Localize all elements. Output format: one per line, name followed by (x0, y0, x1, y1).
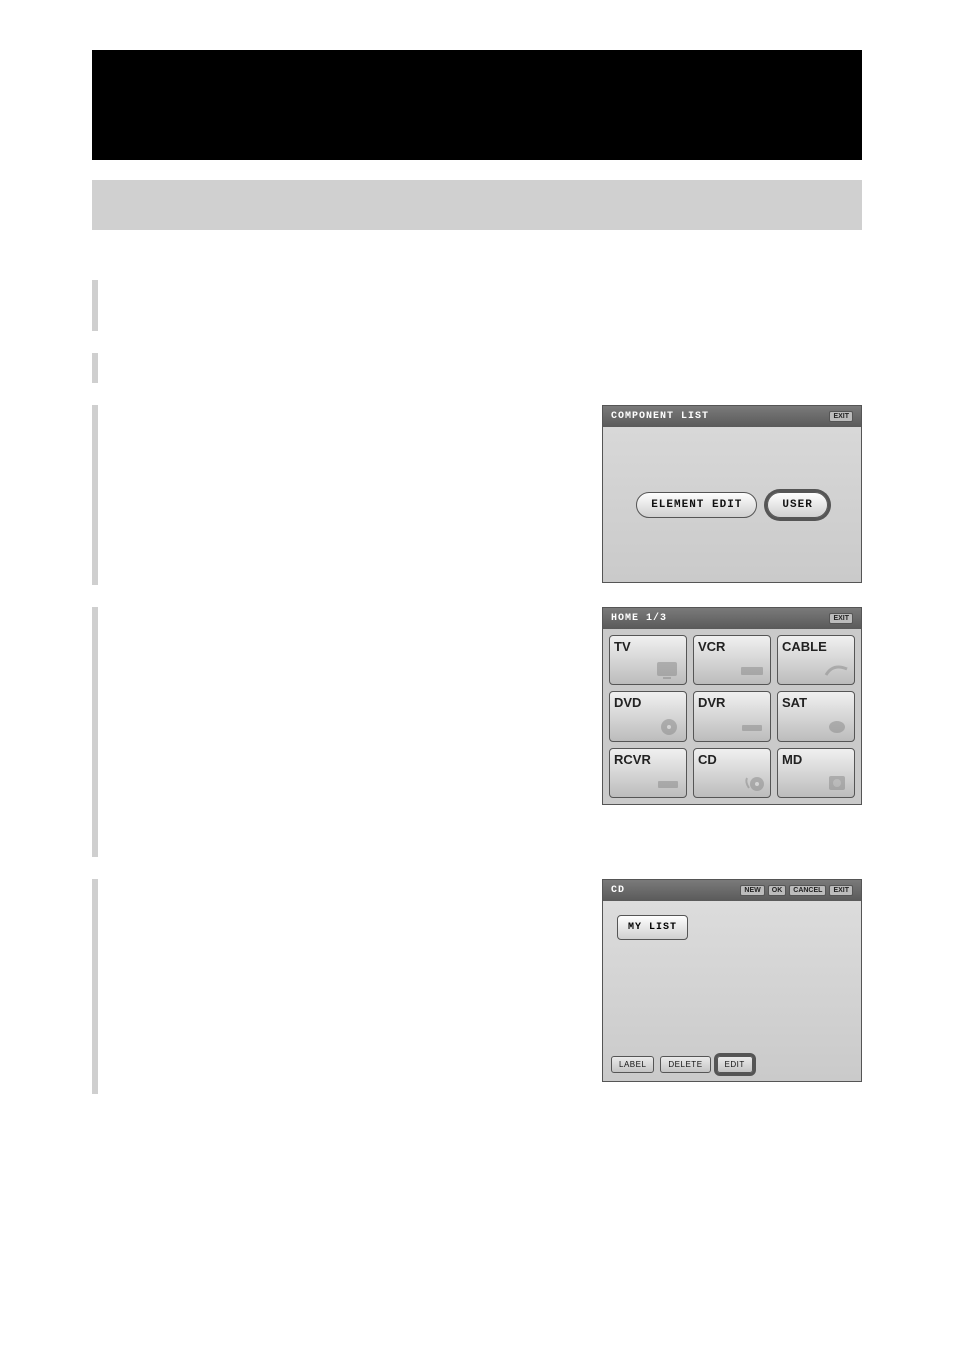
cd-header: CD NEW OK CANCEL EXIT (603, 880, 861, 901)
device-label: SAT (782, 695, 807, 710)
device-label: VCR (698, 639, 725, 654)
device-label: CABLE (782, 639, 827, 654)
rcvr-icon (655, 772, 683, 794)
component-list-panel: COMPONENT LIST EXIT ELEMENT EDIT USER (602, 405, 862, 583)
vcr-icon (739, 659, 767, 681)
step-5-text: placeholder instruction text aligned wit… (118, 879, 602, 924)
user-button[interactable]: USER (767, 492, 827, 518)
cd-body: MY LIST LABEL DELETE EDIT (603, 901, 861, 1081)
cable-icon (823, 659, 851, 681)
device-tile-cable[interactable]: CABLE (777, 635, 855, 685)
component-list-title: COMPONENT LIST (611, 411, 709, 422)
step-3-text: placeholder instruction text aligned wit… (118, 405, 602, 450)
device-tile-tv[interactable]: TV (609, 635, 687, 685)
step-row-2: placeholder line of instruction text for… (92, 353, 862, 383)
device-tile-md[interactable]: MD (777, 748, 855, 798)
step-bar (92, 607, 98, 857)
device-tile-rcvr[interactable]: RCVR (609, 748, 687, 798)
edit-button[interactable]: EDIT (717, 1056, 753, 1073)
header-black-bar (92, 50, 862, 160)
exit-button[interactable]: EXIT (829, 411, 853, 422)
ok-button[interactable]: OK (768, 885, 787, 896)
tv-icon (655, 659, 683, 681)
step-4-text: placeholder instruction text aligned wit… (118, 607, 602, 652)
device-tile-dvd[interactable]: DVD (609, 691, 687, 741)
cancel-button[interactable]: CANCEL (789, 885, 826, 896)
cd-title: CD (611, 885, 625, 896)
component-list-header: COMPONENT LIST EXIT (603, 406, 861, 427)
step-bar (92, 353, 98, 383)
step-1-text: placeholder line of instruction text for… (118, 280, 602, 331)
home-grid: TV VCR CABLE DVD (603, 629, 861, 804)
label-button[interactable]: LABEL (611, 1056, 654, 1073)
dvr-icon (739, 716, 767, 738)
my-list-button[interactable]: MY LIST (617, 915, 688, 940)
cd-panel: CD NEW OK CANCEL EXIT MY LIST LABEL DELE… (602, 879, 862, 1082)
device-label: RCVR (614, 752, 651, 767)
step-row-5: placeholder instruction text aligned wit… (92, 879, 862, 1094)
step-row-4: placeholder instruction text aligned wit… (92, 607, 862, 857)
device-label: DVR (698, 695, 725, 710)
subheader-gray-band (92, 180, 862, 230)
device-label: DVD (614, 695, 641, 710)
step-row-3: placeholder instruction text aligned wit… (92, 405, 862, 585)
device-tile-vcr[interactable]: VCR (693, 635, 771, 685)
device-tile-cd[interactable]: CD (693, 748, 771, 798)
cd-icon (739, 772, 767, 794)
step-bar (92, 280, 98, 331)
home-title: HOME 1/3 (611, 613, 667, 624)
element-edit-button[interactable]: ELEMENT EDIT (636, 492, 757, 518)
step-row-1: placeholder line of instruction text for… (92, 280, 862, 331)
step-bar (92, 405, 98, 585)
device-tile-dvr[interactable]: DVR (693, 691, 771, 741)
new-button[interactable]: NEW (740, 885, 764, 896)
device-label: TV (614, 639, 631, 654)
step-2-text: placeholder line of instruction text for… (118, 353, 602, 379)
home-panel: HOME 1/3 EXIT TV VCR CABLE (602, 607, 862, 805)
sat-icon (823, 716, 851, 738)
step-bar (92, 879, 98, 1094)
component-list-body: ELEMENT EDIT USER (603, 427, 861, 582)
exit-button[interactable]: EXIT (829, 613, 853, 624)
device-label: CD (698, 752, 717, 767)
md-icon (823, 772, 851, 794)
body-content: placeholder line of instruction text for… (92, 280, 862, 1116)
exit-button[interactable]: EXIT (829, 885, 853, 896)
device-label: MD (782, 752, 802, 767)
delete-button[interactable]: DELETE (660, 1056, 710, 1073)
device-tile-sat[interactable]: SAT (777, 691, 855, 741)
dvd-icon (655, 716, 683, 738)
home-header: HOME 1/3 EXIT (603, 608, 861, 629)
